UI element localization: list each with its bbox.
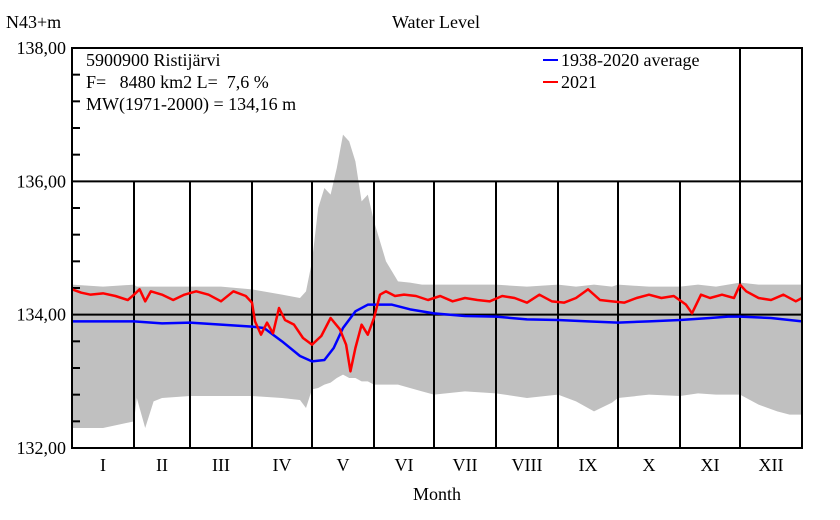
x-tick-label-month: I [100, 455, 106, 475]
plot-frame [71, 47, 803, 449]
x-tick-label-month: XII [759, 455, 784, 475]
series-layer [71, 283, 803, 373]
series-line-2021 [71, 283, 803, 373]
y-tick-label: 132,00 [17, 438, 67, 458]
x-tick-label-month: IV [273, 455, 292, 475]
y-tick-label: 138,00 [17, 38, 67, 58]
x-tick-label-month: III [212, 455, 230, 475]
frame-layer [71, 47, 803, 449]
x-tick-label-month: IX [579, 455, 598, 475]
grid-layer [72, 48, 802, 448]
legend-label-average: 1938-2020 average [561, 50, 699, 70]
min-max-band-layer [72, 134, 802, 428]
x-tick-label-month: V [337, 455, 350, 475]
min-max-range-band [72, 134, 802, 428]
x-tick-label-month: VII [453, 455, 478, 475]
x-tick-label-month: XI [701, 455, 720, 475]
y-tick-label: 136,00 [17, 171, 67, 191]
x-tick-label-month: II [156, 455, 168, 475]
x-tick-label-month: VIII [512, 455, 543, 475]
text-layer: N43+m Water Level Month 5900900 Ristijär… [6, 12, 784, 504]
x-tick-label-month: X [643, 455, 656, 475]
series-line-1938-2020-average [72, 303, 803, 363]
mean-water-annotation: MW(1971-2000) = 134,16 m [86, 94, 296, 115]
chart-title: Water Level [392, 12, 480, 32]
x-tick-label-month: VI [395, 455, 414, 475]
x-axis-label: Month [413, 484, 461, 504]
y-tick-label: 134,00 [17, 305, 67, 325]
y-axis-unit-label: N43+m [6, 12, 61, 32]
catchment-annotation: F= 8480 km2 L= 7,6 % [86, 72, 269, 92]
legend-label-2021: 2021 [561, 72, 597, 92]
station-name-annotation: 5900900 Ristijärvi [86, 50, 221, 70]
